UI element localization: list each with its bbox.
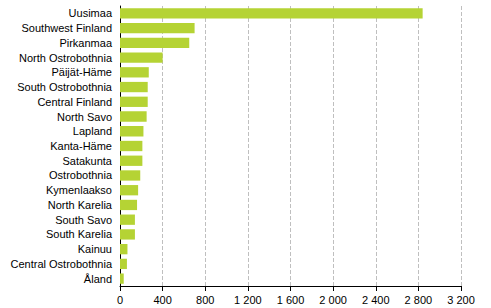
svg-text:2 800: 2 800 bbox=[405, 294, 433, 306]
svg-text:South Savo: South Savo bbox=[55, 214, 112, 226]
svg-text:North Savo: North Savo bbox=[57, 111, 112, 123]
svg-text:1 600: 1 600 bbox=[277, 294, 305, 306]
svg-text:Päijät-Häme: Päijät-Häme bbox=[51, 66, 112, 78]
svg-text:Central Ostrobothnia: Central Ostrobothnia bbox=[11, 258, 113, 270]
svg-text:1 200: 1 200 bbox=[234, 294, 262, 306]
svg-text:Uusimaa: Uusimaa bbox=[69, 7, 113, 19]
svg-text:Pirkanmaa: Pirkanmaa bbox=[59, 37, 112, 49]
svg-text:3 200: 3 200 bbox=[447, 294, 475, 306]
svg-text:North Ostrobothnia: North Ostrobothnia bbox=[19, 52, 113, 64]
svg-text:Ostrobothnia: Ostrobothnia bbox=[49, 169, 113, 181]
svg-text:Kainuu: Kainuu bbox=[78, 243, 112, 255]
svg-text:2 400: 2 400 bbox=[362, 294, 390, 306]
svg-text:0: 0 bbox=[117, 294, 123, 306]
svg-text:South Ostrobothnia: South Ostrobothnia bbox=[17, 81, 113, 93]
svg-text:Kymenlaakso: Kymenlaakso bbox=[46, 184, 112, 196]
svg-text:400: 400 bbox=[153, 294, 171, 306]
svg-text:Lapland: Lapland bbox=[73, 125, 112, 137]
svg-text:North Karelia: North Karelia bbox=[48, 199, 113, 211]
svg-text:Satakunta: Satakunta bbox=[62, 155, 112, 167]
svg-text:800: 800 bbox=[196, 294, 214, 306]
svg-text:Southwest Finland: Southwest Finland bbox=[22, 22, 113, 34]
svg-text:South Karelia: South Karelia bbox=[46, 228, 113, 240]
svg-text:Åland: Åland bbox=[84, 273, 112, 285]
svg-text:Central Finland: Central Finland bbox=[37, 96, 112, 108]
svg-text:2 000: 2 000 bbox=[319, 294, 347, 306]
svg-text:Kanta-Häme: Kanta-Häme bbox=[50, 140, 112, 152]
